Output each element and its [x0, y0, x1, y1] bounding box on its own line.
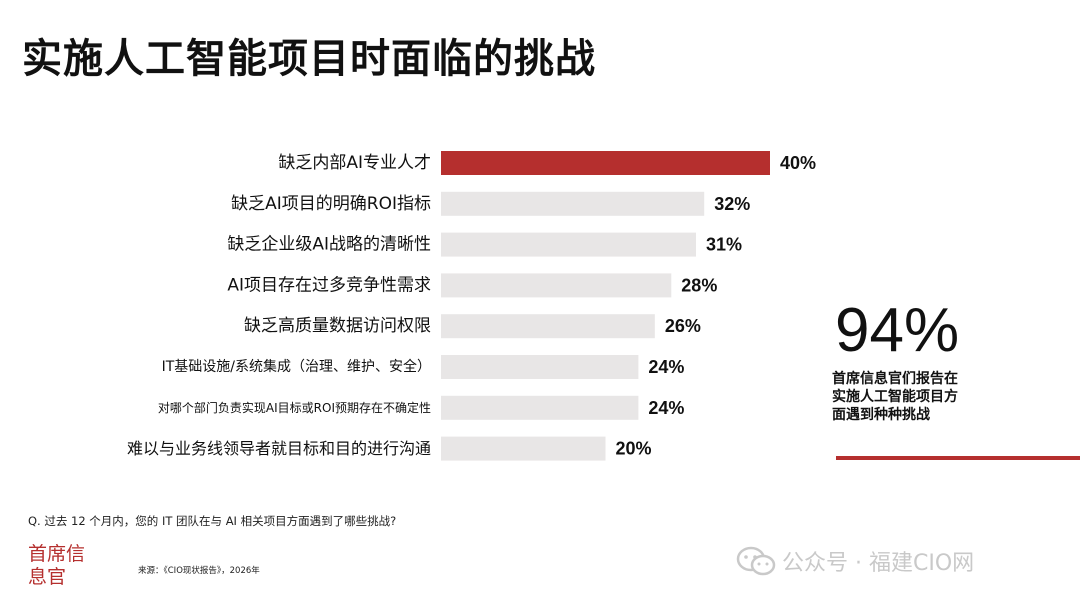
- headline-stat-description: 首席信息官们报告在实施人工智能项目方面遇到种种挑战: [832, 371, 958, 423]
- bar-1: [441, 191, 705, 216]
- category-label-2: 缺乏企业级AI战略的清晰性: [227, 235, 431, 255]
- value-label-5: 24%: [648, 357, 684, 377]
- value-label-4: 26%: [665, 316, 701, 336]
- brand-logo: 首席信息官: [28, 543, 86, 588]
- source-note: 来源：《CIO现状报告》，2026年: [138, 566, 260, 576]
- category-label-6: 对哪个部门负责实现AI目标或ROI预期存在不确定性: [158, 400, 431, 415]
- category-label-0: 缺乏内部AI专业人才: [278, 153, 431, 173]
- bar-3: [441, 273, 672, 298]
- value-label-3: 28%: [681, 275, 717, 295]
- watermark: 公众号 · 福建CIO网: [736, 545, 974, 577]
- bar-0: [441, 151, 770, 175]
- page-title: 实施人工智能项目时面临的挑战: [22, 36, 596, 82]
- category-label-3: AI项目存在过多竞争性需求: [227, 275, 431, 295]
- value-label-2: 31%: [706, 235, 742, 255]
- value-label-6: 24%: [648, 398, 684, 418]
- survey-question: Q. 过去 12 个月内，您的 IT 团队在与 AI 相关项目方面遇到了哪些挑战…: [28, 514, 397, 528]
- watermark-text: 公众号 · 福建CIO网: [782, 551, 975, 576]
- headline-stat: 94%: [835, 296, 960, 365]
- bar-4: [441, 314, 655, 339]
- wechat-icon: [736, 546, 776, 576]
- category-label-1: 缺乏AI项目的明确ROI指标: [231, 194, 431, 214]
- value-label-0: 40%: [780, 153, 816, 173]
- category-label-5: IT基础设施/系统集成（治理、维护、安全）: [162, 358, 431, 375]
- category-label-4: 缺乏高质量数据访问权限: [244, 316, 431, 336]
- bar-2: [441, 232, 696, 257]
- category-label-7: 难以与业务线领导者就目标和目的进行沟通: [127, 439, 431, 458]
- stat-divider: [836, 456, 1080, 460]
- value-label-1: 32%: [714, 194, 750, 214]
- bar-5: [441, 355, 639, 379]
- bar-7: [441, 436, 606, 461]
- bar-6: [441, 395, 639, 420]
- value-label-7: 20%: [616, 439, 652, 459]
